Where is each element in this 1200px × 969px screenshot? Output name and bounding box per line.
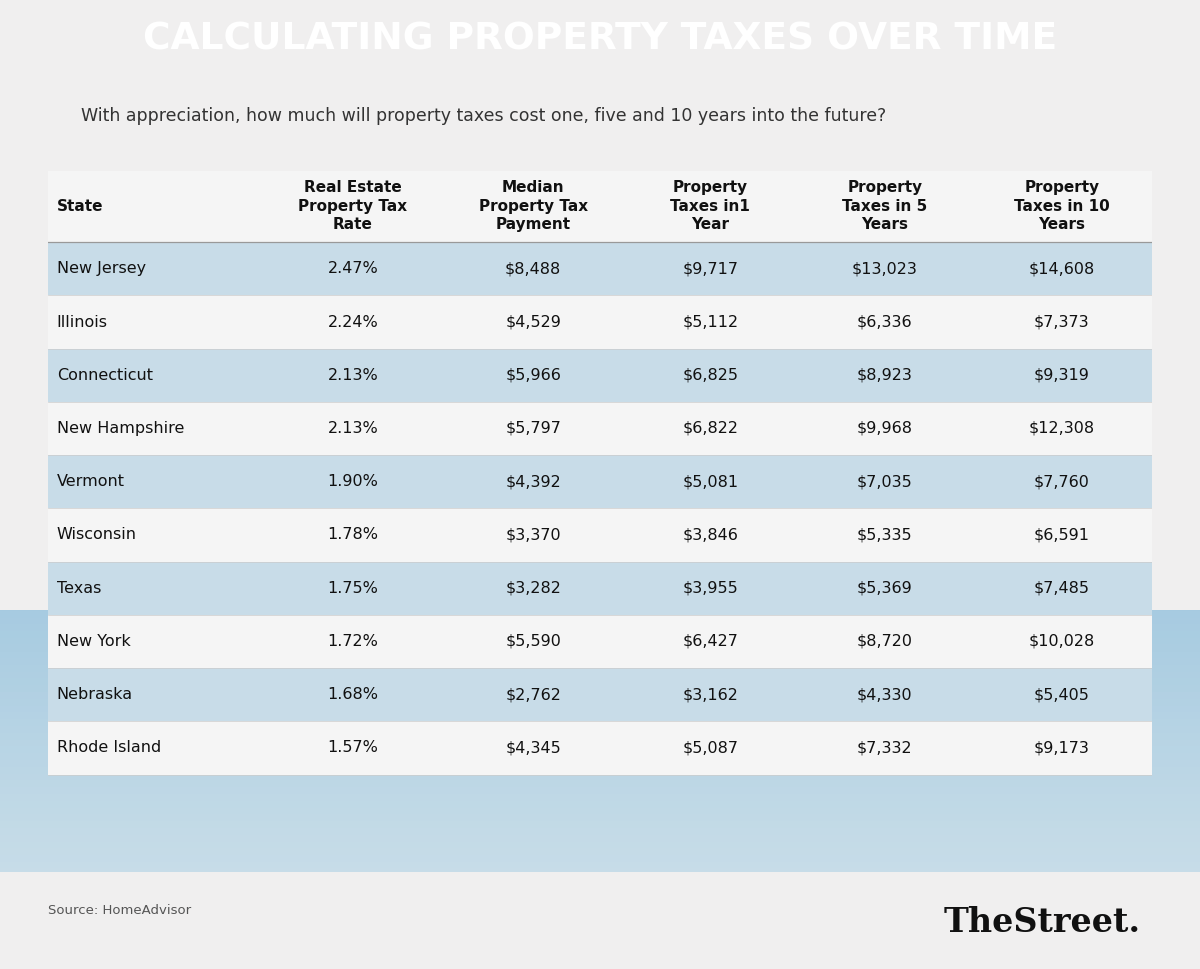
Text: 2.24%: 2.24% [328,315,378,329]
Text: New Hampshire: New Hampshire [56,421,185,436]
Text: Connecticut: Connecticut [56,368,152,383]
Text: $6,427: $6,427 [683,634,738,649]
Text: $4,529: $4,529 [505,315,562,329]
Text: 1.57%: 1.57% [328,740,378,756]
Bar [48,402,1152,455]
Text: $2,762: $2,762 [505,687,562,703]
Text: Rhode Island: Rhode Island [56,740,161,756]
Text: $7,760: $7,760 [1034,474,1090,489]
Text: Property
Taxes in 10
Years: Property Taxes in 10 Years [1014,180,1110,233]
Bar [48,562,1152,614]
Text: $5,405: $5,405 [1034,687,1090,703]
Text: Nebraska: Nebraska [56,687,133,703]
Text: Vermont: Vermont [56,474,125,489]
Bar [48,614,1152,668]
Bar [48,721,1152,774]
Text: $5,369: $5,369 [857,580,912,596]
Bar [48,242,1152,296]
Text: $9,319: $9,319 [1034,368,1090,383]
Text: $10,028: $10,028 [1028,634,1096,649]
Text: 1.90%: 1.90% [328,474,378,489]
Text: $12,308: $12,308 [1028,421,1094,436]
Text: Wisconsin: Wisconsin [56,527,137,543]
Text: $5,590: $5,590 [505,634,562,649]
Text: $4,392: $4,392 [505,474,562,489]
Bar [48,349,1152,402]
Text: $5,797: $5,797 [505,421,562,436]
Text: $5,087: $5,087 [683,740,738,756]
Text: Median
Property Tax
Payment: Median Property Tax Payment [479,180,588,233]
Text: $7,485: $7,485 [1034,580,1090,596]
Text: $7,035: $7,035 [857,474,912,489]
Text: $3,846: $3,846 [683,527,738,543]
Text: $7,373: $7,373 [1034,315,1090,329]
Text: 2.13%: 2.13% [328,421,378,436]
Text: With appreciation, how much will property taxes cost one, five and 10 years into: With appreciation, how much will propert… [82,108,887,125]
Text: $3,370: $3,370 [505,527,560,543]
Text: $8,720: $8,720 [857,634,913,649]
Text: $3,955: $3,955 [683,580,738,596]
Text: $4,330: $4,330 [857,687,912,703]
Text: $5,966: $5,966 [505,368,562,383]
Text: 1.72%: 1.72% [328,634,378,649]
Text: Property
Taxes in1
Year: Property Taxes in1 Year [671,180,750,233]
Text: 1.78%: 1.78% [328,527,378,543]
Text: New York: New York [56,634,131,649]
Text: $6,591: $6,591 [1034,527,1090,543]
Text: New Jersey: New Jersey [56,262,146,276]
Text: $5,081: $5,081 [683,474,738,489]
Text: $6,825: $6,825 [683,368,738,383]
Text: $4,345: $4,345 [505,740,562,756]
Text: $9,968: $9,968 [857,421,913,436]
Text: $9,173: $9,173 [1034,740,1090,756]
Text: $14,608: $14,608 [1028,262,1096,276]
Text: $6,822: $6,822 [683,421,738,436]
Text: $3,282: $3,282 [505,580,562,596]
Bar [48,296,1152,349]
Bar [48,455,1152,509]
Text: $9,717: $9,717 [683,262,738,276]
Text: TheStreet.: TheStreet. [944,906,1141,940]
Text: Real Estate
Property Tax
Rate: Real Estate Property Tax Rate [299,180,408,233]
Text: Texas: Texas [56,580,101,596]
Bar [48,509,1152,562]
Text: $5,335: $5,335 [857,527,912,543]
Text: $3,162: $3,162 [683,687,738,703]
Text: 1.75%: 1.75% [328,580,378,596]
Text: Illinois: Illinois [56,315,108,329]
Text: $13,023: $13,023 [852,262,918,276]
Text: $8,923: $8,923 [857,368,913,383]
Text: Source: HomeAdvisor: Source: HomeAdvisor [48,904,191,917]
Bar [48,171,1152,242]
Text: 2.13%: 2.13% [328,368,378,383]
Text: 2.47%: 2.47% [328,262,378,276]
Text: $7,332: $7,332 [857,740,912,756]
Text: CALCULATING PROPERTY TAXES OVER TIME: CALCULATING PROPERTY TAXES OVER TIME [143,21,1057,58]
Bar [48,668,1152,721]
Text: State: State [56,199,103,214]
Text: $8,488: $8,488 [505,262,562,276]
Text: Property
Taxes in 5
Years: Property Taxes in 5 Years [842,180,928,233]
Text: $6,336: $6,336 [857,315,912,329]
Text: $5,112: $5,112 [683,315,738,329]
Text: 1.68%: 1.68% [328,687,378,703]
